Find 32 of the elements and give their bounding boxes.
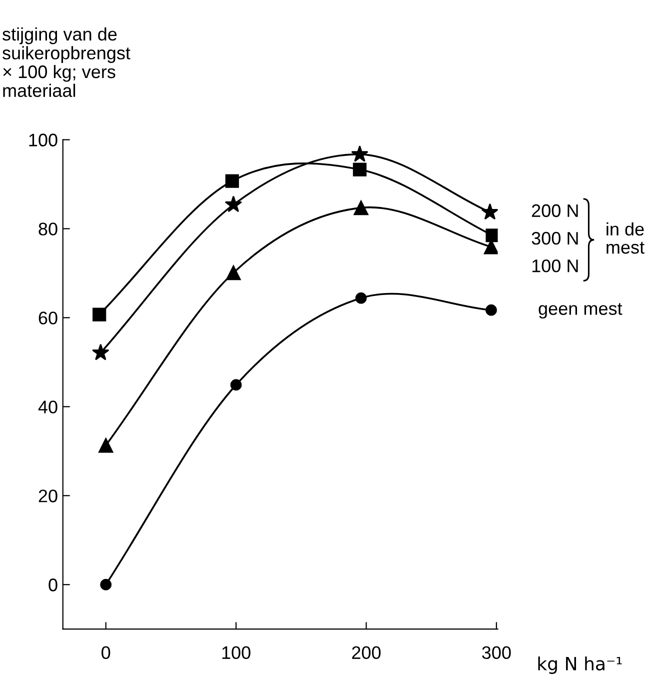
point xyxy=(352,162,367,176)
y-tick-label: 100 xyxy=(29,134,58,146)
point xyxy=(98,438,114,453)
series-label: 300 N xyxy=(532,232,578,245)
point xyxy=(486,228,498,242)
point xyxy=(354,200,368,216)
point xyxy=(100,578,112,590)
x-tick-label: 100 xyxy=(222,646,250,660)
x-tick-label: 0 xyxy=(102,646,110,660)
point xyxy=(486,304,497,316)
point xyxy=(351,145,368,162)
y-tick-label: 60 xyxy=(38,312,58,324)
point xyxy=(92,308,106,322)
y-tick-label: 0 xyxy=(48,578,58,592)
point xyxy=(355,292,367,304)
point xyxy=(225,174,239,188)
text: geen mest xyxy=(538,303,622,319)
x-tick-label: 200 xyxy=(352,646,381,660)
y-tick-label: 40 xyxy=(38,400,58,414)
point xyxy=(481,203,498,220)
y-tick-label: 80 xyxy=(38,222,58,236)
point xyxy=(92,344,110,360)
y-tick-label: 20 xyxy=(38,490,58,502)
x-tick-label: 300 xyxy=(482,646,511,660)
point xyxy=(224,196,242,212)
x-axis-title: kg N ha⁻¹ xyxy=(538,656,622,674)
y-axis-title: stijging van de suikeropbrengst × 100 kg; vers materiaal xyxy=(2,27,130,98)
point xyxy=(230,379,242,391)
series-label: 200 N xyxy=(532,204,578,218)
point xyxy=(226,265,241,280)
series-label: 100 N xyxy=(532,259,578,272)
text: in de mest xyxy=(606,222,644,254)
